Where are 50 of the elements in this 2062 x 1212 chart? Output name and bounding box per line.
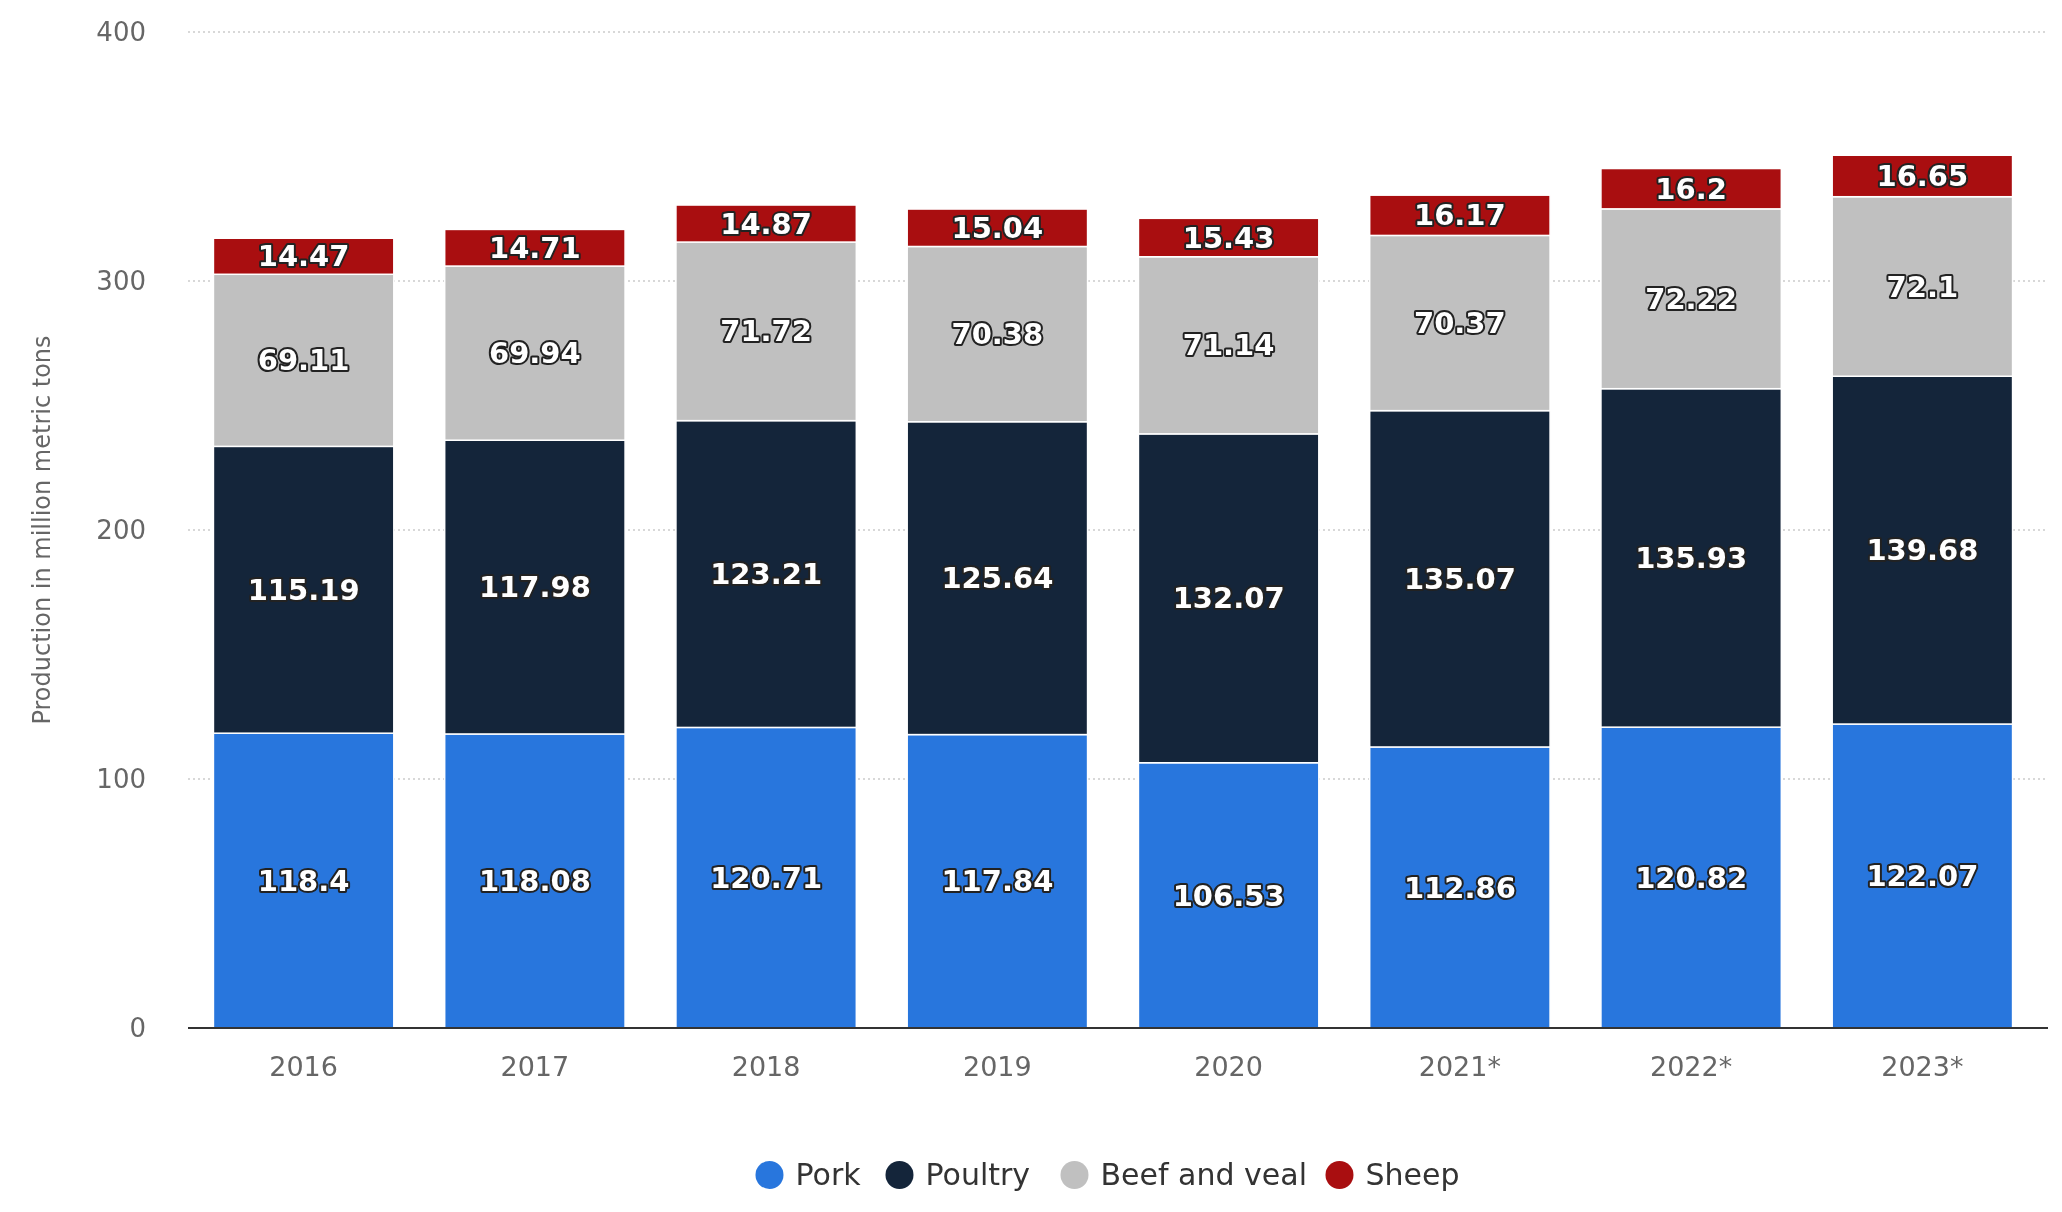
x-tick-label: 2022* (1650, 1051, 1733, 1082)
data-label: 69.94 (489, 336, 581, 371)
data-label: 16.2 (1655, 171, 1727, 206)
x-tick-label: 2023* (1881, 1051, 1964, 1082)
data-label: 14.87 (720, 206, 812, 241)
data-label: 117.98 (478, 570, 591, 605)
data-label: 15.43 (1182, 220, 1275, 255)
data-label: 70.38 (951, 317, 1044, 352)
data-label: 135.07 (1403, 561, 1516, 596)
data-label: 125.64 (941, 561, 1054, 596)
data-label: 120.82 (1635, 860, 1748, 895)
legend-label: Pork (795, 1157, 862, 1192)
data-label: 16.65 (1876, 159, 1969, 194)
data-label: 69.11 (257, 343, 350, 378)
legend-label: Sheep (1365, 1157, 1460, 1192)
data-label: 117.84 (941, 864, 1054, 899)
y-tick-label: 0 (129, 1013, 146, 1044)
data-label: 139.68 (1866, 533, 1979, 568)
data-label: 14.47 (257, 239, 350, 274)
data-label: 72.1 (1886, 269, 1959, 304)
x-tick-label: 2017 (500, 1051, 570, 1082)
x-tick-label: 2019 (963, 1051, 1032, 1082)
data-label: 118.08 (478, 864, 591, 899)
x-tick-label: 2020 (1194, 1051, 1263, 1082)
x-tick-label: 2021* (1418, 1051, 1501, 1082)
data-label: 132.07 (1172, 581, 1285, 616)
data-label: 115.19 (247, 572, 360, 607)
data-label: 122.07 (1866, 859, 1979, 894)
y-tick-label: 100 (96, 764, 146, 795)
data-label: 71.14 (1182, 328, 1275, 363)
y-tick-label: 400 (96, 17, 146, 48)
data-label: 118.4 (257, 863, 350, 898)
data-label: 106.53 (1172, 878, 1285, 913)
y-tick-label: 300 (96, 266, 146, 297)
data-label: 72.22 (1645, 281, 1737, 316)
data-label: 123.21 (710, 557, 823, 592)
data-label: 71.72 (720, 314, 812, 349)
data-label: 70.37 (1414, 306, 1506, 341)
x-tick-label: 2018 (731, 1051, 801, 1082)
y-tick-label: 200 (96, 515, 146, 546)
legend-label: Beef and veal (1100, 1157, 1307, 1192)
legend-label: Poultry (925, 1157, 1031, 1192)
data-label: 120.71 (710, 860, 823, 895)
y-axis-title: Production in million metric tons (28, 335, 56, 725)
data-label: 15.04 (951, 210, 1044, 245)
x-tick-label: 2016 (269, 1051, 338, 1082)
data-label: 16.17 (1414, 198, 1506, 233)
data-label: 14.71 (489, 230, 581, 265)
data-label: 112.86 (1403, 870, 1516, 905)
data-label: 135.93 (1635, 541, 1748, 576)
